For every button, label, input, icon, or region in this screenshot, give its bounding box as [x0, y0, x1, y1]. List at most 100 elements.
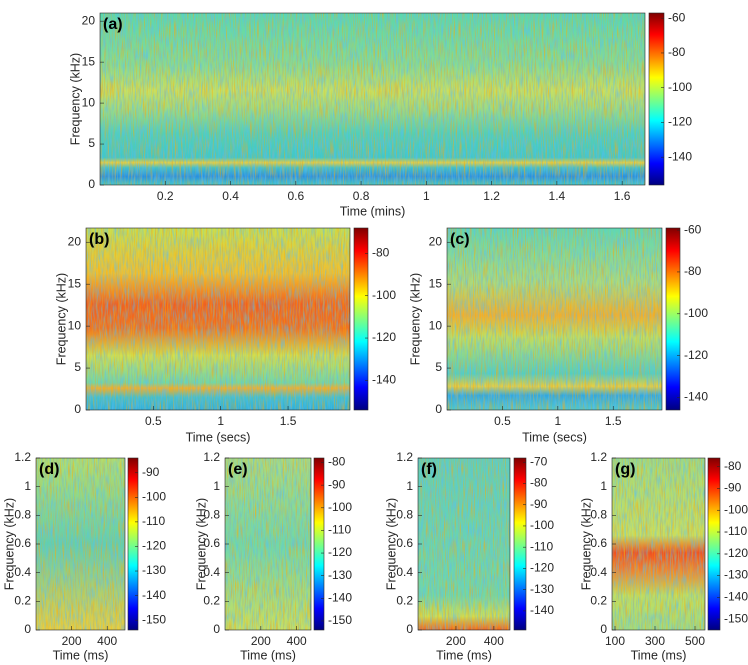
y-tick-label: 1 — [600, 479, 607, 493]
colorbar-tick-label: -80 — [328, 455, 346, 469]
plot-frame — [85, 227, 351, 411]
y-tick-label: 20 — [68, 234, 82, 248]
x-tick-label: 100 — [605, 634, 625, 648]
spectrogram-noise — [100, 13, 645, 185]
colorbar-tick-label: -130 — [530, 582, 554, 596]
x-axis-label: Time (mins) — [340, 204, 406, 218]
colorbar-tick-label: -90 — [142, 465, 160, 479]
panel: 0.2 0.4 0.6 0.8 1 1.2 1.4 1.6 0 5 10 15 20 -60 -80 -100… — [68, 10, 692, 218]
y-tick-label: 0.4 — [396, 565, 413, 579]
y-tick-label: 0 — [88, 177, 95, 191]
colorbar-tick-label: -140 — [530, 603, 554, 617]
spectrogram-noise — [418, 458, 510, 630]
y-tick-label: 1.2 — [396, 450, 413, 464]
panel: 0.5 1 1.5 0 5 10 15 20 -60 -80 -100 -120 -140 Time (s… — [408, 222, 708, 444]
x-tick-label: 400 — [484, 634, 504, 648]
colorbar-tick-label: -150 — [142, 612, 166, 626]
y-axis-label: Frequency (kHz) — [384, 498, 398, 590]
colorbar-tick-label: -100 — [668, 80, 692, 94]
x-axis-label: Time (secs) — [522, 430, 587, 444]
panel-label: (b) — [89, 231, 109, 248]
y-tick-label: 0.2 — [396, 594, 413, 608]
x-tick-label: 400 — [287, 634, 307, 648]
x-axis-label: Time (ms) — [53, 648, 109, 662]
y-tick-label: 0.6 — [590, 536, 607, 550]
colorbar-tick-label: -90 — [530, 497, 548, 511]
x-tick-label: 0.4 — [222, 189, 239, 203]
y-tick-label: 1.2 — [14, 450, 31, 464]
y-tick-label: 5 — [88, 136, 95, 150]
colorbar-tick-label: -100 — [328, 500, 352, 514]
x-tick-label: 1 — [554, 414, 561, 428]
y-tick-label: 20 — [82, 13, 96, 27]
y-tick-label: 15 — [68, 276, 82, 290]
x-axis-label: Time (ms) — [240, 648, 296, 662]
y-tick-label: 1 — [406, 479, 413, 493]
spectrogram-noise — [36, 458, 125, 630]
panel-label: (e) — [228, 461, 248, 478]
y-tick-label: 0.8 — [396, 508, 413, 522]
x-tick-label: 1.2 — [483, 189, 500, 203]
x-tick-label: 1.4 — [549, 189, 566, 203]
colorbar-tick-label: -140 — [724, 590, 748, 604]
y-tick-label: 0.6 — [203, 536, 220, 550]
colorbar-tick-label: -100 — [372, 288, 396, 302]
spectrogram-noise — [612, 458, 705, 630]
y-axis-label: Frequency (kHz) — [408, 273, 422, 365]
y-tick-label: 20 — [429, 234, 443, 248]
colorbar — [707, 457, 721, 631]
x-axis-label: Time (secs) — [186, 430, 251, 444]
panel-label: (a) — [103, 16, 123, 33]
y-tick-label: 10 — [68, 318, 82, 332]
y-tick-label: 0 — [435, 402, 442, 416]
colorbar-tick-label: -120 — [724, 546, 748, 560]
x-tick-label: 0.5 — [494, 414, 511, 428]
x-axis-label: Time (ms) — [436, 648, 492, 662]
colorbar-tick-label: -120 — [372, 330, 396, 344]
panel-label: (d) — [39, 461, 59, 478]
colorbar-tick-label: -80 — [724, 459, 742, 473]
colorbar-tick-label: -140 — [142, 588, 166, 602]
colorbar — [648, 12, 665, 186]
x-tick-label: 0.5 — [145, 414, 162, 428]
x-tick-label: 1.5 — [280, 414, 297, 428]
colorbar-tick-label: -60 — [668, 10, 686, 24]
plot-frame — [446, 227, 663, 411]
y-tick-label: 0 — [213, 622, 220, 636]
y-tick-label: 0.8 — [590, 508, 607, 522]
colorbar-tick-label: -120 — [668, 115, 692, 129]
colorbar-tick-label: -120 — [142, 539, 166, 553]
colorbar-tick-label: -110 — [142, 514, 165, 528]
colorbar-tick-label: -90 — [724, 481, 742, 495]
colorbar-tick-label: -140 — [328, 590, 352, 604]
y-tick-label: 1.2 — [590, 450, 607, 464]
y-tick-label: 0.8 — [14, 508, 31, 522]
y-tick-label: 0.4 — [203, 565, 220, 579]
colorbar-tick-label: -60 — [684, 222, 702, 236]
plot-frame — [99, 12, 646, 186]
y-tick-label: 0.6 — [396, 536, 413, 550]
x-tick-label: 0.8 — [353, 189, 370, 203]
colorbar-tick-label: -140 — [668, 149, 692, 163]
colorbar — [513, 457, 527, 631]
y-tick-label: 0.2 — [14, 594, 31, 608]
spectrogram-noise — [447, 228, 662, 410]
colorbar-tick-label: -110 — [328, 523, 351, 537]
x-tick-label: 300 — [645, 634, 665, 648]
colorbar-tick-label: -70 — [530, 454, 548, 468]
y-tick-label: 1 — [213, 479, 220, 493]
colorbar-tick-label: -110 — [530, 539, 553, 553]
colorbar-tick-label: -130 — [142, 563, 166, 577]
y-axis-label: Frequency (kHz) — [2, 498, 16, 590]
colorbar-tick-label: -100 — [530, 518, 554, 532]
y-tick-label: 15 — [82, 54, 96, 68]
colorbar — [665, 227, 681, 411]
colorbar-tick-label: -80 — [530, 476, 548, 490]
colorbar-tick-label: -140 — [684, 390, 708, 404]
y-tick-label: 10 — [429, 318, 443, 332]
x-tick-label: 0.6 — [287, 189, 304, 203]
y-tick-label: 0.8 — [203, 508, 220, 522]
panel-label: (c) — [450, 231, 470, 248]
y-tick-label: 15 — [429, 276, 443, 290]
